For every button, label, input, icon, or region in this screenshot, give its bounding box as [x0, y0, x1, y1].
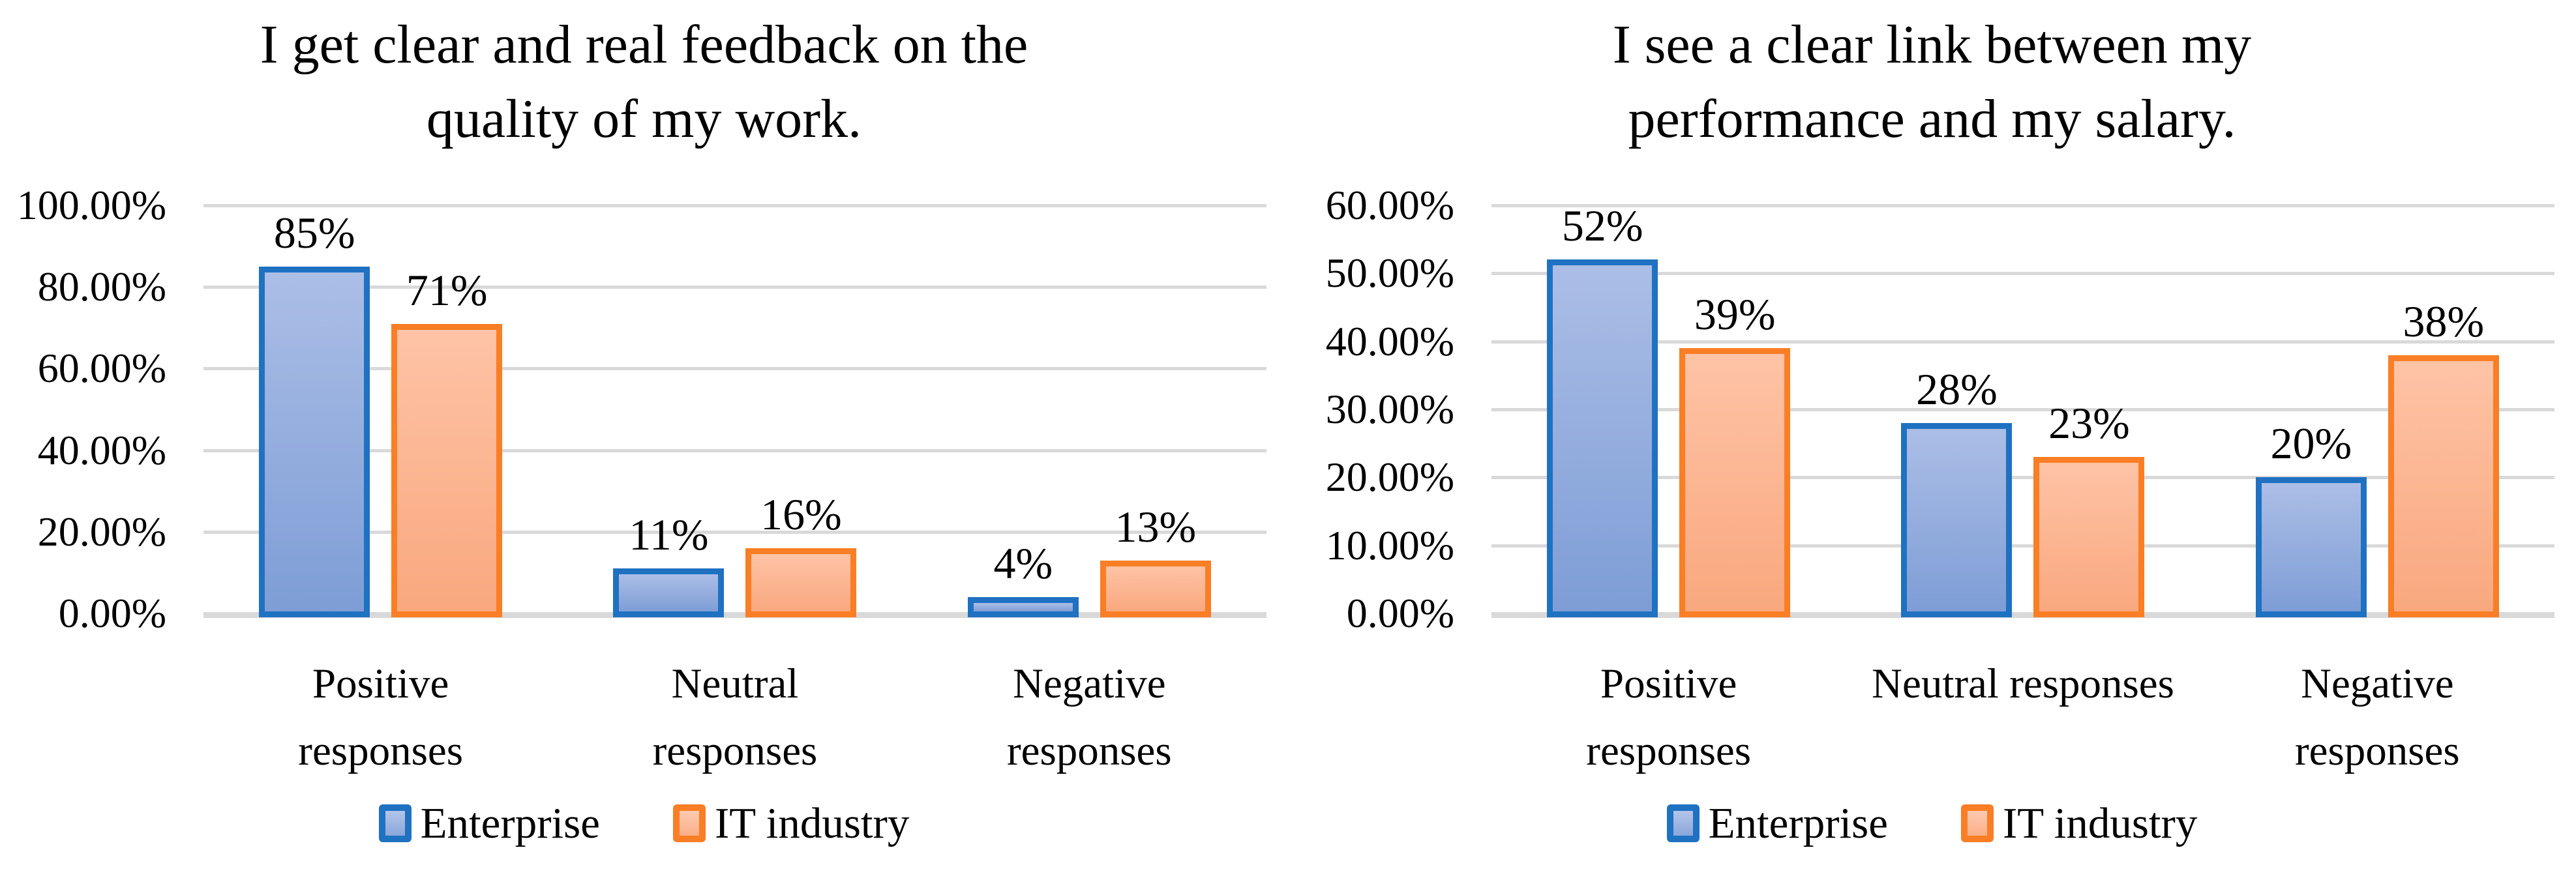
y-tick-label: 0.00% [58, 590, 166, 636]
bar-slot: 71% [391, 205, 503, 617]
legend-item-enterprise: Enterprise [1666, 799, 1888, 847]
bar-slot: 85% [259, 205, 370, 617]
data-label-it-industry-negative-responses: 13% [1115, 502, 1197, 551]
bar-group-positive-responses: 85% 71% [203, 205, 558, 617]
legend-label-it-industry: IT industry [2002, 799, 2198, 847]
bar-slot: 11% [613, 205, 725, 617]
legend: Enterprise IT industry [1288, 800, 2576, 846]
bar-enterprise-positive-responses [1547, 259, 1658, 617]
legend-label-it-industry: IT industry [714, 799, 910, 847]
legend-label-enterprise: Enterprise [420, 799, 600, 847]
data-label-enterprise-neutral-responses: 28% [1916, 364, 1998, 414]
y-axis: 60.00% 50.00% 40.00% 30.00% 20.00% 10.00% 0.00… [1288, 0, 1454, 880]
y-tick-label: 10.00% [1325, 521, 1454, 568]
bar-it-industry-neutral-responses [2033, 457, 2145, 617]
data-label-enterprise-positive-responses: 52% [1561, 201, 1643, 250]
x-axis-labels: Positive responses Neutral responses Negat… [1491, 651, 2554, 791]
bar-slot: 28% [1901, 205, 2013, 617]
bar-it-industry-negative-responses [2388, 355, 2499, 617]
legend-item-it-industry: IT industry [1960, 799, 2198, 847]
data-label-enterprise-negative-responses: 4% [993, 538, 1053, 588]
legend-swatch-it-industry-icon [1960, 804, 1994, 842]
bar-group-neutral-responses: 28% 23% [1846, 205, 2200, 617]
y-tick-label: 40.00% [1325, 317, 1454, 364]
data-label-it-industry-neutral-responses: 23% [2048, 398, 2130, 448]
gridline [1491, 340, 2554, 344]
legend: Enterprise IT industry [0, 800, 1288, 846]
bar-it-industry-positive-responses [391, 324, 503, 617]
y-tick-label: 20.00% [1325, 454, 1454, 501]
data-label-it-industry-negative-responses: 38% [2403, 297, 2485, 346]
bar-slot: 23% [2033, 205, 2145, 617]
y-tick-label: 0.00% [1346, 590, 1454, 636]
gridline [1491, 476, 2554, 480]
legend-swatch-enterprise-icon [378, 804, 412, 842]
bar-slot: 39% [1679, 205, 1791, 617]
gridline [203, 367, 1266, 371]
y-tick-label: 30.00% [1325, 386, 1454, 432]
y-tick-label: 100.00% [16, 182, 166, 228]
x-axis-label-positive-responses: Positive responses [1586, 660, 1752, 774]
bar-group-negative-responses: 20% 38% [2200, 205, 2554, 617]
data-label-it-industry-neutral-responses: 16% [760, 490, 842, 539]
bar-slot: 52% [1547, 202, 1658, 617]
bar-slot: 16% [745, 205, 857, 617]
bar-slot: 20% [2255, 205, 2367, 617]
x-axis-baseline [1491, 612, 2554, 618]
data-label-enterprise-neutral-responses: 11% [629, 510, 709, 559]
x-axis-label-positive-responses: Positive responses [298, 660, 464, 774]
y-tick-label: 80.00% [37, 263, 166, 310]
legend-swatch-it-industry-icon [672, 804, 706, 842]
bar-enterprise-neutral-responses [1901, 423, 2013, 617]
bar-enterprise-negative-responses [967, 597, 1079, 617]
x-axis-baseline [203, 612, 1266, 618]
bar-group-neutral-responses: 11% 16% [558, 205, 912, 617]
data-label-it-industry-positive-responses: 71% [406, 265, 488, 315]
bar-group-positive-responses: 52% 39% [1491, 202, 1846, 617]
gridline [1491, 204, 2554, 207]
legend-swatch-enterprise-icon [1666, 804, 1700, 842]
data-label-enterprise-positive-responses: 85% [273, 208, 355, 257]
bar-it-industry-positive-responses [1679, 348, 1791, 617]
x-axis-labels: Positive responses Neutral responses Negat… [203, 651, 1266, 791]
chart-title: I see a clear link between my performanc… [1612, 14, 2252, 149]
y-tick-label: 50.00% [1325, 250, 1454, 297]
y-tick-label: 60.00% [1325, 182, 1454, 228]
y-tick-label: 20.00% [37, 508, 166, 555]
bar-it-industry-neutral-responses [745, 548, 857, 617]
data-label-enterprise-negative-responses: 20% [2270, 418, 2352, 468]
data-label-it-industry-positive-responses: 39% [1694, 289, 1776, 339]
bar-slot: 13% [1100, 205, 1211, 617]
legend-label-enterprise: Enterprise [1708, 799, 1888, 847]
x-axis-label-negative-responses: Negative responses [1006, 660, 1172, 774]
x-axis-label-neutral-responses: Neutral responses [652, 660, 818, 774]
plot-area: 85% 71% 11% 16% 4% 13% [203, 204, 1266, 618]
bar-group-negative-responses: 4% 13% [912, 205, 1266, 617]
y-tick-label: 60.00% [37, 345, 166, 392]
gridline [1491, 408, 2554, 411]
bar-enterprise-negative-responses [2255, 477, 2367, 617]
gridline [203, 530, 1266, 534]
bar-slot: 38% [2388, 205, 2499, 617]
gridline [1491, 544, 2554, 548]
bar-slot: 4% [967, 205, 1079, 617]
plot-area: 52% 39% 28% 23% 20% 38% [1491, 202, 2554, 618]
chart-feedback-quality: I get clear and real feedback on the qua… [0, 0, 1288, 880]
gridline [203, 286, 1266, 289]
legend-item-it-industry: IT industry [672, 799, 910, 847]
legend-item-enterprise: Enterprise [378, 799, 600, 847]
bar-enterprise-neutral-responses [613, 568, 725, 617]
gridline [203, 448, 1266, 452]
gridline [203, 204, 1266, 207]
x-axis-label-neutral-responses: Neutral responses [1872, 660, 2174, 707]
y-tick-label: 40.00% [37, 426, 166, 473]
y-axis: 100.00% 80.00% 60.00% 40.00% 20.00% 0.00% [0, 0, 166, 880]
bar-enterprise-positive-responses [259, 267, 370, 617]
chart-performance-salary: I see a clear link between my performanc… [1288, 0, 2576, 880]
bar-it-industry-negative-responses [1100, 561, 1211, 617]
gridline [1491, 272, 2554, 276]
chart-title: I get clear and real feedback on the qua… [260, 14, 1028, 149]
x-axis-label-negative-responses: Negative responses [2294, 660, 2460, 774]
